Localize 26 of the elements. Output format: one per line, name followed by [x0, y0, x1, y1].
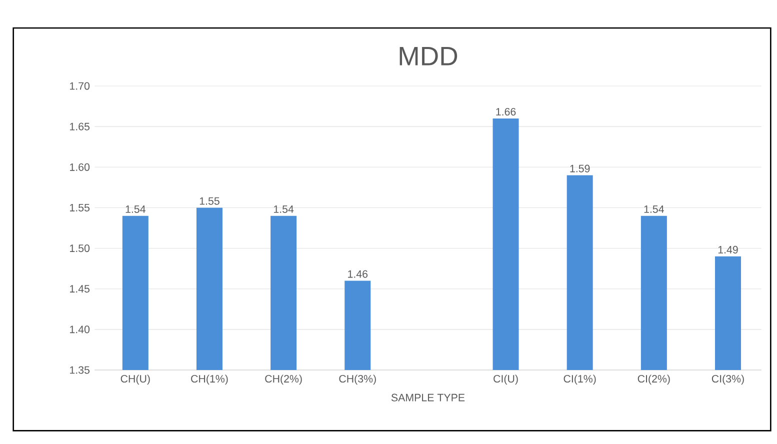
y-tick-label: 1.60	[70, 163, 90, 171]
data-label: 1.66	[496, 108, 516, 116]
y-tick-label: 1.50	[70, 244, 90, 252]
x-tick-label: CI(1%)	[564, 374, 596, 385]
data-label: 1.49	[718, 246, 738, 254]
y-tick-label: 1.40	[70, 326, 90, 334]
x-tick-label: CH(U)	[120, 374, 150, 385]
data-label: 1.54	[644, 205, 664, 213]
x-tick-label: CH(3%)	[339, 374, 376, 385]
x-axis-title: SAMPLE TYPE	[391, 394, 465, 402]
data-label: 1.55	[200, 197, 220, 205]
y-tick-label: 1.55	[70, 204, 90, 212]
data-label: 1.54	[126, 205, 146, 213]
data-label: 1.54	[274, 205, 294, 213]
x-tick-label: CI(2%)	[638, 374, 670, 385]
chart-title: MDD	[400, 46, 458, 66]
y-tick-label: 1.35	[70, 366, 90, 374]
data-label: 1.59	[570, 164, 590, 172]
data-label: 1.46	[348, 270, 368, 278]
x-tick-label: CI(U)	[494, 374, 518, 385]
x-tick-label: CH(2%)	[265, 374, 302, 385]
x-tick-label: CH(1%)	[191, 374, 228, 385]
y-tick-label: 1.70	[70, 82, 90, 90]
y-tick-label: 1.65	[70, 122, 90, 130]
x-tick-label: CI(3%)	[712, 374, 744, 385]
y-tick-label: 1.45	[70, 285, 90, 293]
